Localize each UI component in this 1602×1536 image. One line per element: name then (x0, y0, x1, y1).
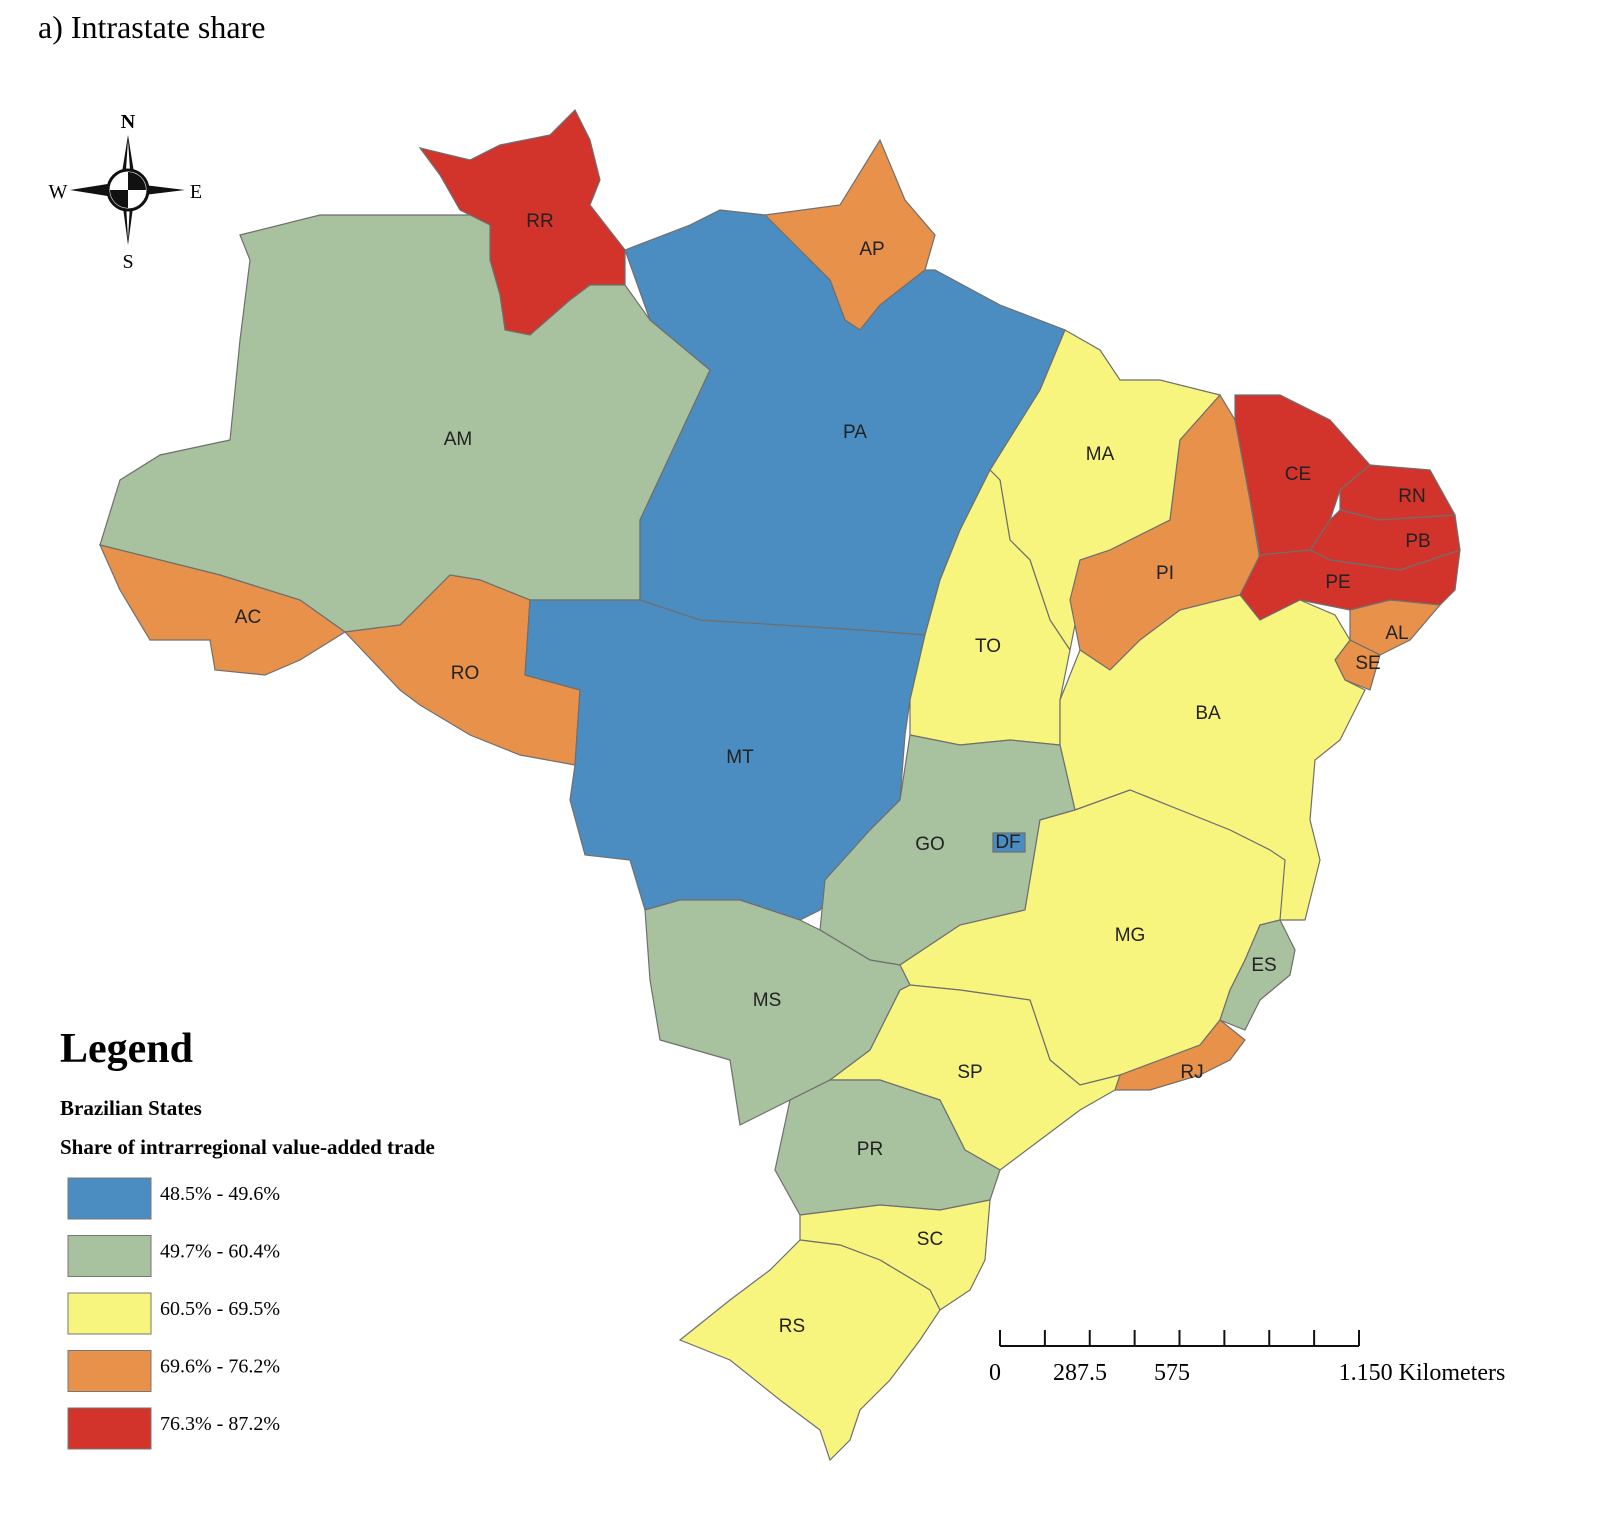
compass-s: S (122, 251, 133, 273)
state-label: RJ (1180, 1062, 1203, 1083)
legend-label: 60.5% - 69.5% (160, 1298, 280, 1320)
state-label: GO (915, 834, 945, 855)
state-label: MS (753, 990, 782, 1011)
state-area (1114, 1019, 1246, 1091)
legend-swatch (67, 1407, 152, 1450)
state-label: PB (1405, 531, 1430, 552)
compass-n: N (121, 111, 136, 133)
state-label: SC (917, 1229, 943, 1250)
legend-title: Legend (60, 1026, 193, 1072)
scale-bar: 0 287.5 575 1.150 Kilometers (989, 1330, 1505, 1386)
state-area (98, 544, 347, 676)
state-label: BA (1195, 703, 1221, 724)
state-label: RS (779, 1316, 805, 1337)
state-label: ES (1251, 955, 1276, 976)
state-label: AL (1385, 623, 1408, 644)
state-label: TO (975, 636, 1001, 657)
state-area (1219, 919, 1296, 1031)
state-label: MT (726, 747, 754, 768)
compass-e: E (190, 181, 202, 203)
state-label: MA (1086, 444, 1115, 465)
legend-label: 76.3% - 87.2% (160, 1413, 280, 1435)
state-label: AC (235, 607, 261, 628)
state-label: RN (1398, 486, 1425, 507)
scale-label: 1.150 Kilometers (1339, 1360, 1506, 1386)
scale-label: 0 (989, 1360, 1001, 1386)
state-label: AP (859, 239, 884, 260)
state-area (644, 899, 911, 1126)
state-label: PR (857, 1139, 883, 1160)
state-area (774, 1079, 1001, 1216)
compass: N S E W (49, 111, 203, 273)
legend-label: 48.5% - 49.6% (160, 1183, 280, 1205)
legend-field: Share of intrarregional value-added trad… (60, 1135, 435, 1159)
state-label: RO (451, 663, 480, 684)
state-label: SE (1355, 653, 1380, 674)
legend-label: 49.7% - 60.4% (160, 1241, 280, 1263)
legend-swatch (67, 1350, 152, 1392)
state-area (678, 1239, 941, 1462)
compass-w: W (49, 181, 68, 203)
state-label: PA (843, 422, 867, 443)
legend-label: 69.6% - 76.2% (160, 1356, 280, 1378)
state-label: SP (957, 1062, 982, 1083)
state-label: PI (1156, 563, 1174, 584)
state-area (992, 832, 1026, 853)
legend: Legend Brazilian States Share of intrarr… (60, 1026, 435, 1450)
state-label: MG (1115, 925, 1146, 946)
legend-swatch (67, 1177, 152, 1220)
scale-label: 575 (1154, 1360, 1190, 1386)
state-label: PE (1325, 572, 1350, 593)
title: a) Intrastate share (38, 9, 265, 45)
state-label: RR (526, 211, 553, 232)
state-label: CE (1285, 464, 1311, 485)
legend-swatch (67, 1235, 152, 1277)
legend-swatch (67, 1292, 152, 1335)
state-label: DF (995, 832, 1020, 853)
legend-layer: Brazilian States (60, 1096, 202, 1120)
state-label: AM (444, 429, 473, 450)
scale-label: 287.5 (1053, 1360, 1107, 1386)
